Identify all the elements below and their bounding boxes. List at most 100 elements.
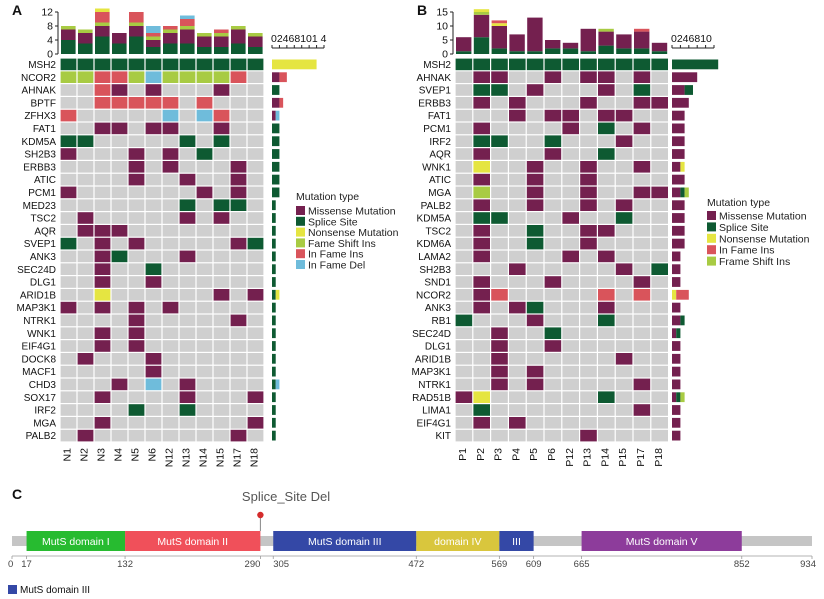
matrix-cell: [562, 135, 579, 147]
matrix-cell: [196, 71, 213, 83]
matrix-cell: [562, 109, 579, 122]
matrix-cell: [162, 186, 179, 199]
matrix-cell: [247, 340, 264, 352]
side-bar-segment: [272, 161, 280, 172]
matrix-cell: [94, 391, 111, 403]
matrix-cell: [562, 353, 579, 365]
side-bar-segment: [275, 379, 280, 390]
matrix-cell: [598, 263, 615, 275]
matrix-cell: [509, 84, 526, 96]
matrix-cell: [145, 340, 162, 352]
sample-label: P15: [617, 448, 629, 467]
gene-label: ZFHX3: [24, 111, 56, 122]
matrix-cell: [633, 301, 651, 314]
top-bar-segment: [129, 26, 144, 37]
side-bar-segment: [672, 187, 681, 198]
sample-label: N5: [130, 448, 142, 462]
matrix-cell: [196, 237, 213, 250]
matrix-cell: [162, 289, 179, 301]
matrix-cell: [473, 84, 490, 96]
sample-label: P18: [653, 448, 665, 467]
matrix-cell: [230, 391, 247, 403]
matrix-cell: [615, 301, 633, 314]
matrix-cell: [128, 429, 145, 442]
matrix-cell: [145, 148, 162, 160]
matrix-cell: [162, 148, 179, 160]
gene-label: PCM1: [423, 124, 451, 135]
side-bar-segment: [684, 85, 693, 95]
top-axis-tick-label: 12: [41, 7, 53, 19]
matrix-cell: [179, 250, 196, 263]
gene-label: MAP3K1: [412, 367, 452, 378]
matrix-cell: [651, 84, 668, 96]
legend-swatch: [707, 233, 716, 243]
matrix-cell: [213, 314, 230, 327]
side-bar-segment: [672, 392, 677, 403]
top-bar-segment: [197, 47, 212, 54]
matrix-cell: [633, 378, 651, 391]
matrix-cell: [580, 378, 597, 391]
matrix-cell: [60, 353, 77, 365]
matrix-cell: [230, 404, 247, 416]
matrix-cell: [544, 340, 562, 352]
matrix-cell: [633, 250, 651, 263]
gene-label: NTRK1: [418, 380, 451, 391]
side-bar-segment: [272, 187, 280, 198]
matrix-cell: [473, 58, 490, 71]
matrix-cell: [213, 327, 230, 339]
matrix-cell: [651, 276, 668, 288]
matrix-cell: [162, 199, 179, 211]
side-bar-segment: [272, 174, 280, 185]
top-bar-segment: [214, 29, 229, 33]
matrix-cell: [455, 237, 473, 250]
top-bar-segment: [231, 29, 246, 44]
matrix-cell: [615, 212, 633, 224]
matrix-cell: [111, 186, 128, 199]
matrix-cell: [491, 71, 508, 83]
protein-axis-tick-label: 852: [734, 559, 750, 570]
matrix-cell: [455, 161, 473, 173]
legend-label: Splice Site: [719, 222, 769, 234]
matrix-cell: [179, 135, 196, 147]
matrix-cell: [213, 365, 230, 378]
matrix-cell: [230, 173, 247, 186]
matrix-cell: [179, 289, 196, 301]
matrix-cell: [213, 148, 230, 160]
matrix-cell: [526, 365, 544, 378]
matrix-cell: [213, 225, 230, 237]
top-bar-segment: [112, 33, 127, 44]
matrix-cell: [633, 84, 651, 96]
matrix-cell: [651, 148, 668, 160]
matrix-cell: [60, 314, 77, 327]
matrix-cell: [145, 84, 162, 96]
side-bar-segment: [279, 97, 284, 108]
protein-axis-tick-label: 934: [800, 559, 816, 570]
top-bar-segment: [456, 51, 472, 54]
matrix-cell: [77, 84, 94, 96]
matrix-cell: [128, 301, 145, 314]
matrix-cell: [145, 289, 162, 301]
matrix-cell: [230, 429, 247, 442]
matrix-cell: [60, 404, 77, 416]
matrix-cell: [562, 404, 579, 416]
matrix-cell: [77, 429, 94, 442]
matrix-cell: [247, 365, 264, 378]
matrix-cell: [247, 263, 264, 275]
matrix-cell: [562, 199, 579, 211]
matrix-cell: [526, 289, 544, 301]
matrix-cell: [491, 378, 508, 391]
matrix-cell: [615, 404, 633, 416]
matrix-cell: [598, 58, 615, 71]
matrix-cell: [598, 365, 615, 378]
matrix-cell: [60, 263, 77, 275]
side-bar-segment: [672, 277, 681, 287]
matrix-cell: [196, 404, 213, 416]
matrix-cell: [179, 276, 196, 288]
matrix-cell: [111, 301, 128, 314]
matrix-cell: [111, 391, 128, 403]
panel-b-legend-title: Mutation type: [707, 197, 770, 209]
matrix-cell: [615, 276, 633, 288]
legend-label: In Fame Ins: [308, 249, 363, 261]
matrix-cell: [94, 71, 111, 83]
